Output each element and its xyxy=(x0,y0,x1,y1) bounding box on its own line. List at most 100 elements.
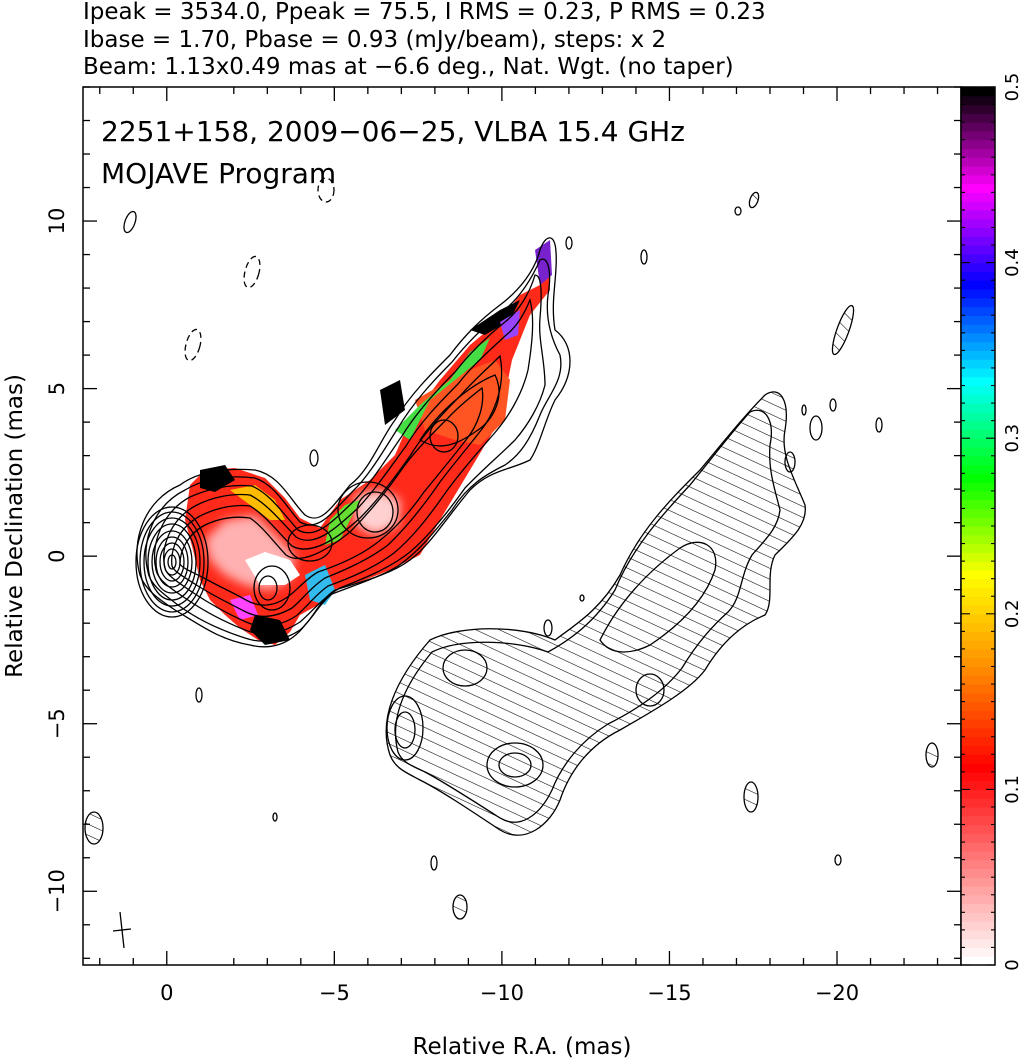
colorbar-step xyxy=(961,815,995,826)
colorbar-step xyxy=(961,929,995,940)
colorbar-step xyxy=(961,499,995,510)
colorbar-step xyxy=(961,341,995,351)
colorbar-step xyxy=(961,771,995,782)
x-tick-label: −10 xyxy=(480,981,524,1005)
colorbar-step xyxy=(961,104,995,114)
colorbar: 0 0.1 0.2 0.3 0.4 0.5 xyxy=(960,73,1022,971)
noise-contour-5 xyxy=(565,236,573,250)
polarized-contour-1 xyxy=(385,391,806,836)
colorbar-step xyxy=(961,157,995,167)
colorbar-step xyxy=(961,587,995,597)
colorbar-step xyxy=(961,666,995,676)
colorbar-step xyxy=(961,201,995,211)
intensity-knot-3 xyxy=(429,419,459,453)
colorbar-step xyxy=(961,877,995,887)
colorbar-tick-label: 0.5 xyxy=(1002,73,1022,102)
polarization-edge-6 xyxy=(500,310,520,340)
polarization-low-region-2 xyxy=(245,552,300,585)
colorbar-step xyxy=(961,903,995,913)
y-tick-label: −5 xyxy=(45,708,69,739)
colorbar-step xyxy=(961,385,995,395)
colorbar-step xyxy=(961,87,995,97)
axis-ticks xyxy=(83,86,961,965)
core-contour-7 xyxy=(159,542,185,582)
colorbar-step xyxy=(961,130,995,141)
colorbar-step xyxy=(961,631,995,641)
colorbar-step xyxy=(961,324,995,334)
intensity-contour-3 xyxy=(153,274,546,635)
header-line-3: Beam: 1.13x0.49 mas at −6.6 deg., Nat. W… xyxy=(83,54,734,80)
colorbar-step xyxy=(961,763,995,773)
colorbar-step xyxy=(961,613,995,624)
polarized-contour-2 xyxy=(394,409,781,823)
intensity-knot-2a xyxy=(253,565,291,611)
colorbar-step xyxy=(961,719,995,729)
colorbar-step xyxy=(961,227,995,237)
colorbar-step xyxy=(961,122,995,132)
polarized-knot-4 xyxy=(635,673,665,707)
noise-contour-14 xyxy=(784,451,796,473)
colorbar-step xyxy=(961,824,995,834)
colorbar-ticks xyxy=(961,86,995,966)
colorbar-step xyxy=(961,921,995,931)
noise-contour-7 xyxy=(748,191,760,209)
colorbar-step xyxy=(961,850,995,861)
colorbar-step xyxy=(961,842,995,852)
colorbar-step xyxy=(961,192,995,202)
noise-contour-10 xyxy=(809,415,823,441)
colorbar-step xyxy=(961,253,995,264)
noise-contour-16 xyxy=(195,687,203,703)
noise-contour-13 xyxy=(875,417,883,433)
polarization-edge-2 xyxy=(250,615,290,645)
colorbar-step xyxy=(961,543,995,553)
intensity-knot-4 xyxy=(419,374,500,447)
beam-minor-axis xyxy=(112,928,132,932)
colorbar-tick-labels: 0 0.1 0.2 0.3 0.4 0.5 xyxy=(1002,73,1022,971)
polarized-knot-1a xyxy=(386,695,424,761)
colorbar-step xyxy=(961,640,995,650)
colorbar-step xyxy=(961,297,995,308)
intensity-knot-1b xyxy=(356,491,394,533)
y-axis-label: Relative Declination (mas) xyxy=(2,374,28,678)
colorbar-step xyxy=(961,315,995,325)
colorbar-step xyxy=(961,288,995,299)
colorbar-tick-label: 0.2 xyxy=(1002,599,1022,628)
colorbar-step xyxy=(961,174,995,185)
y-tick-label: 0 xyxy=(45,549,69,562)
colorbar-step xyxy=(961,359,995,369)
noise-contour-19 xyxy=(834,854,842,866)
noise-contour-15 xyxy=(309,449,319,467)
colorbar-step xyxy=(961,622,995,632)
noise-contour-24 xyxy=(543,619,553,637)
polarized-knot-5 xyxy=(599,541,717,653)
colorbar-step xyxy=(961,806,995,817)
colorbar-step xyxy=(961,938,995,949)
colorbar-step xyxy=(961,482,995,492)
colorbar-step xyxy=(961,236,995,246)
colorbar-step xyxy=(961,262,995,272)
beam-marker xyxy=(112,911,132,949)
core-contour-2 xyxy=(139,511,205,613)
y-tick-label: 10 xyxy=(45,208,69,235)
noise-contour-11 xyxy=(829,398,837,412)
colorbar-step xyxy=(961,350,995,360)
colorbar-step xyxy=(961,657,995,668)
colorbar-step xyxy=(961,508,995,518)
noise-contour-8 xyxy=(734,206,742,216)
noise-contour-18 xyxy=(743,781,759,813)
polarized-knot-2b xyxy=(498,752,532,778)
y-tick-labels: −10 −5 0 5 10 xyxy=(45,208,69,914)
intensity-knot-5 xyxy=(287,524,333,562)
x-tick-label: −20 xyxy=(815,981,859,1005)
polarized-knot-2a xyxy=(486,742,544,788)
colorbar-step xyxy=(961,166,995,176)
total-intensity-contours xyxy=(136,237,571,648)
core-contours xyxy=(135,506,209,618)
intensity-contour-2 xyxy=(145,258,562,642)
colorbar-step xyxy=(961,710,995,720)
noise-contour-20 xyxy=(84,811,104,845)
colorbar-gradient xyxy=(961,87,995,966)
colorbar-step xyxy=(961,306,995,316)
colorbar-step xyxy=(961,736,995,747)
